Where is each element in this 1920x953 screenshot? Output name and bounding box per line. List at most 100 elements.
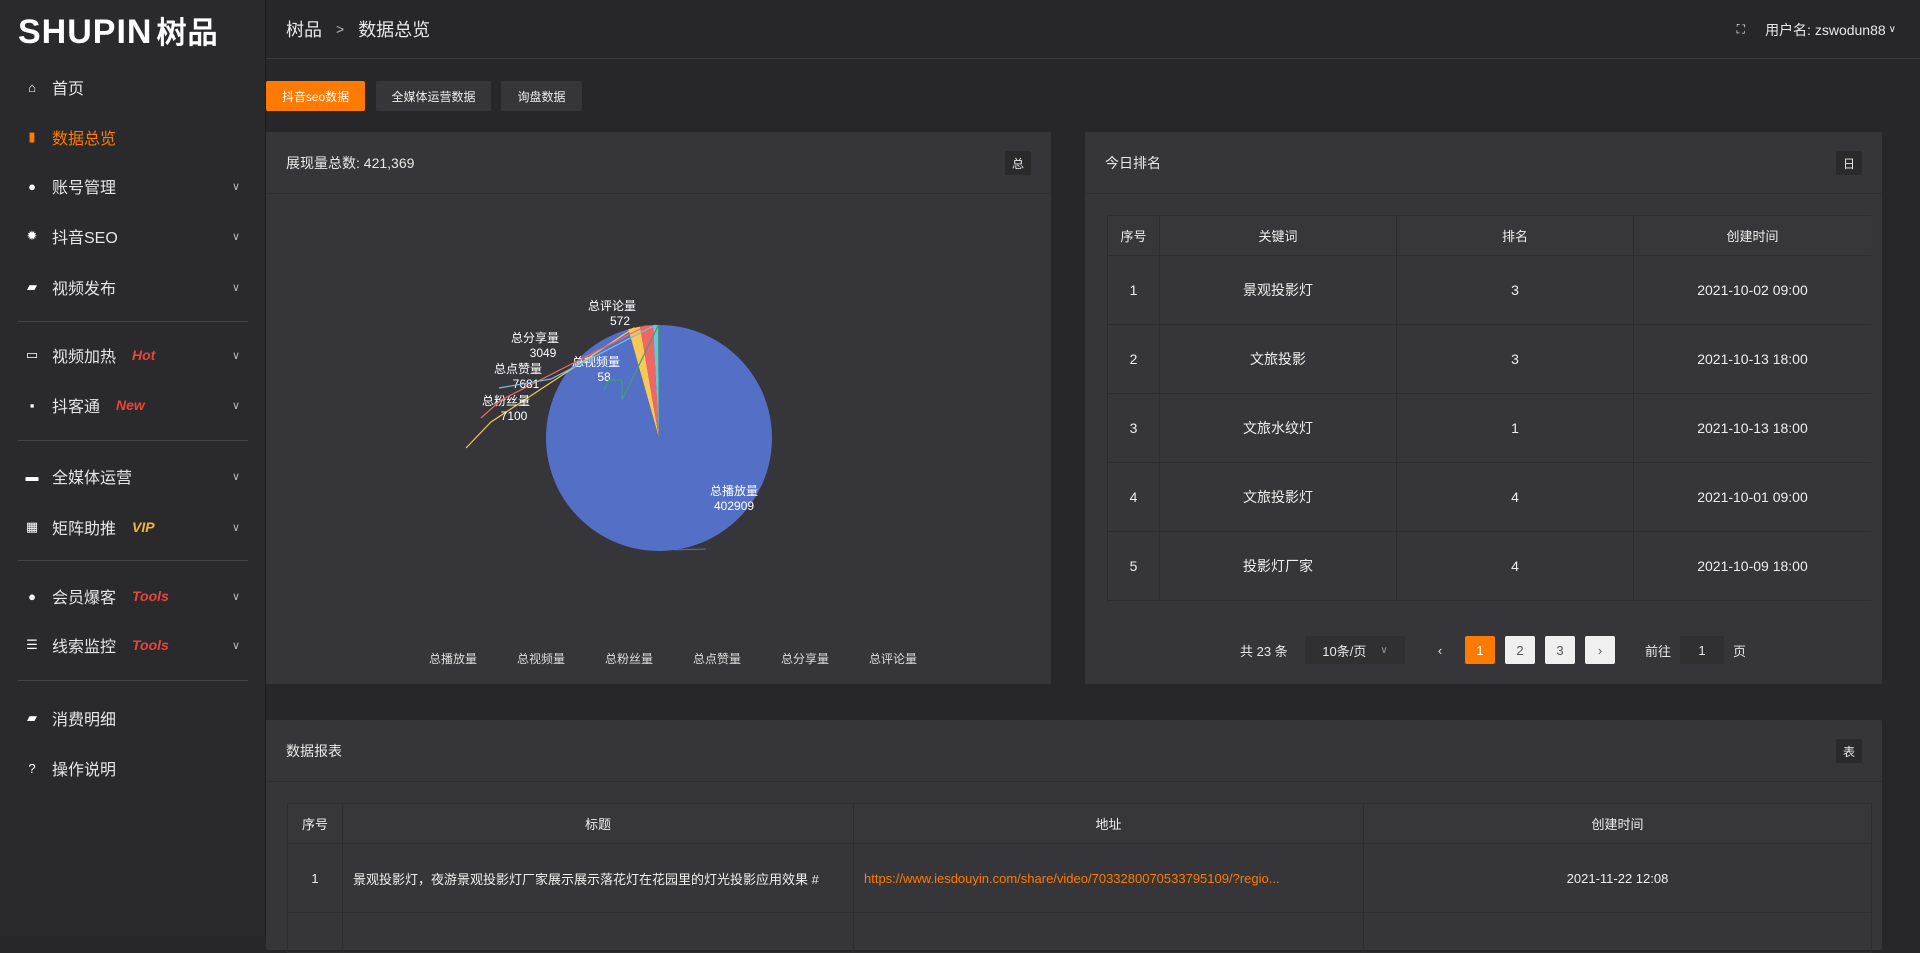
- tab-douyin-seo[interactable]: 抖音seo数据: [266, 81, 365, 111]
- sidebar-item-label: 操作说明: [52, 762, 117, 779]
- slice-value: 58: [597, 370, 611, 384]
- slice-value: 7681: [513, 377, 540, 391]
- column-header: 关键词: [1159, 215, 1397, 256]
- table-tag[interactable]: 表: [1835, 739, 1862, 763]
- monitor-icon: ▭: [25, 347, 39, 362]
- slice-value: 3049: [530, 346, 557, 360]
- chevron-down-icon[interactable]: ∨: [1888, 24, 1896, 35]
- day-tag[interactable]: 日: [1835, 151, 1862, 175]
- column-header: 排名: [1396, 215, 1634, 256]
- slice-label: 总点赞量: [494, 362, 542, 376]
- column-header: 序号: [1107, 215, 1160, 256]
- chevron-down-icon: ∨: [231, 521, 240, 534]
- legend-label[interactable]: 总点赞量: [693, 652, 741, 666]
- sidebar-item-label: 视频发布: [52, 281, 117, 298]
- next-page-button[interactable]: ›: [1585, 636, 1615, 664]
- sidebar-item-2[interactable]: ● 账号管理 ∨: [0, 166, 266, 206]
- slice-value: 402909: [714, 499, 754, 513]
- sidebar-item-4[interactable]: ▰ 视频发布 ∨: [0, 267, 266, 307]
- column-header: 序号: [287, 803, 343, 844]
- slice-label: 总粉丝量: [482, 394, 530, 408]
- page-2-button[interactable]: 2: [1505, 636, 1535, 664]
- table-cell: 4: [1107, 462, 1160, 532]
- tab-inquiry[interactable]: 询盘数据: [501, 81, 582, 111]
- legend-label[interactable]: 总粉丝量: [605, 652, 653, 666]
- report-table: 序号 标题 地址 创建时间 1 景观投影灯，夜游景观投影灯厂家展示展示落花灯在花园里的灯光…: [287, 803, 1872, 953]
- sidebar-item-7[interactable]: ▬ 全媒体运营 ∨: [0, 456, 266, 496]
- sidebar-item-0[interactable]: ⌂ 首页: [0, 67, 266, 107]
- sidebar-item-label: 全媒体运营: [52, 470, 133, 487]
- page-3-button[interactable]: 3: [1545, 636, 1575, 664]
- sidebar-item-11[interactable]: ▰ 消费明细: [0, 698, 266, 738]
- table-cell: 2021-10-01 09:00: [1633, 462, 1871, 532]
- report-card: 数据报表表 序号 标题 地址 创建时间 1 景观投影灯，夜游景观投影灯厂家展示展示落花灯在…: [266, 720, 1882, 953]
- page-size-select[interactable]: 10条/页 ∨: [1305, 636, 1405, 664]
- total-tag[interactable]: 总: [1004, 151, 1031, 175]
- table-cell: 1: [1396, 393, 1634, 463]
- divider: [18, 321, 248, 322]
- label-line: [480, 325, 647, 419]
- column-header: 标题: [342, 803, 854, 844]
- sidebar-item-label: 矩阵助推: [52, 521, 117, 538]
- column-header: 地址: [853, 803, 1364, 844]
- legend-label[interactable]: 总分享量: [781, 651, 829, 666]
- pagination-total: 共 23 条: [1240, 643, 1288, 659]
- home-icon: ⌂: [28, 79, 36, 95]
- label-line: [603, 324, 660, 401]
- table-row: 3 文旅水纹灯 1 2021-10-13 18:00: [1107, 393, 1871, 463]
- sidebar-badge: Hot: [132, 347, 156, 363]
- column-header: 创建时间: [1363, 803, 1872, 844]
- slice-value: 7100: [501, 409, 528, 423]
- pie-chart: D音SEO数据量总览总播放量402909总视频量58总粉丝量7100总点赞量76…: [429, 299, 917, 666]
- legend-label[interactable]: 总视频量: [517, 651, 565, 666]
- table-cell: 4: [1396, 462, 1634, 532]
- logo[interactable]: SHUPIN 树品: [18, 13, 219, 51]
- pie-slice[interactable]: [628, 326, 659, 438]
- sidebar-item-6[interactable]: ▪ 抖客通 New ∨: [0, 385, 266, 425]
- sidebar-item-5[interactable]: ▭ 视频加热 Hot ∨: [0, 335, 266, 375]
- user-icon: ●: [28, 588, 36, 604]
- table-cell: 5: [1107, 531, 1160, 601]
- table-cell: 4: [1396, 531, 1634, 601]
- label-line: [498, 324, 656, 389]
- chevron-down-icon: ∨: [231, 470, 240, 483]
- sidebar-item-9[interactable]: ● 会员爆客 Tools ∨: [0, 576, 266, 616]
- chevron-down-icon: ∨: [231, 639, 240, 652]
- pie-slice[interactable]: [652, 325, 659, 438]
- user-menu[interactable]: 用户名: zswodun88: [1765, 21, 1886, 38]
- grid-icon: ▦: [25, 519, 39, 534]
- table-cell: 3: [1396, 324, 1634, 394]
- sidebar-badge: New: [116, 397, 145, 413]
- divider: [18, 680, 248, 681]
- sidebar-item-10[interactable]: ☰ 线索监控 Tools ∨: [0, 625, 266, 665]
- label-line: [674, 548, 707, 551]
- table-row: 4 文旅投影灯 4 2021-10-01 09:00: [1107, 462, 1871, 532]
- table-cell: 2021-11-22 12:08: [1363, 843, 1872, 913]
- sidebar: SHUPIN 树品 ⌂ 首页 ▮ 数据总览 ● 账号管理 ∨ ✹ 抖音SEO ∨ ▰ 视频发布 ∨ ▭ 视频加…: [0, 0, 266, 936]
- sidebar-item-label: 线索监控: [52, 639, 117, 656]
- chevron-down-icon: ∨: [231, 349, 240, 362]
- sidebar-item-12[interactable]: ? 操作说明: [0, 748, 266, 788]
- sidebar-item-label: 会员爆客: [52, 590, 117, 607]
- prev-page-button[interactable]: ‹: [1437, 642, 1443, 658]
- goto-page-input[interactable]: 1: [1680, 636, 1724, 664]
- pie-slice[interactable]: [628, 329, 659, 438]
- pagination: 共 23 条 10条/页 ∨ ‹ 1 2 3 › 前往 1 页: [1085, 630, 1882, 666]
- slice-label: 总评论量: [588, 299, 636, 313]
- sidebar-item-8[interactable]: ▦ 矩阵助推 VIP ∨: [0, 507, 266, 547]
- sidebar-item-3[interactable]: ✹ 抖音SEO ∨: [0, 216, 266, 256]
- legend-label[interactable]: 总播放量: [429, 651, 477, 666]
- fullscreen-icon[interactable]: ⛶: [1736, 22, 1746, 36]
- table-cell: 投影灯厂家: [1159, 531, 1397, 601]
- table-cell[interactable]: https://www.iesdouyin.com/share/video/70…: [853, 843, 1364, 913]
- sliders-icon: ☰: [26, 637, 38, 652]
- tab-all-media[interactable]: 全媒体运营数据: [376, 81, 491, 111]
- ranking-title: 今日排名: [1105, 154, 1161, 171]
- sidebar-item-1[interactable]: ▮ 数据总览: [0, 117, 266, 157]
- page-1-button[interactable]: 1: [1465, 636, 1495, 664]
- legend-label[interactable]: 总评论量: [869, 652, 917, 666]
- breadcrumb-home[interactable]: 树品: [286, 20, 322, 40]
- ranking-table: 序号 关键词 排名 创建时间 1 景观投影灯 3 2021-10-02 09:00 2 文旅投影 3…: [1107, 215, 1871, 602]
- slice-value: 572: [610, 314, 630, 328]
- sidebar-item-label: 抖客通: [52, 399, 101, 416]
